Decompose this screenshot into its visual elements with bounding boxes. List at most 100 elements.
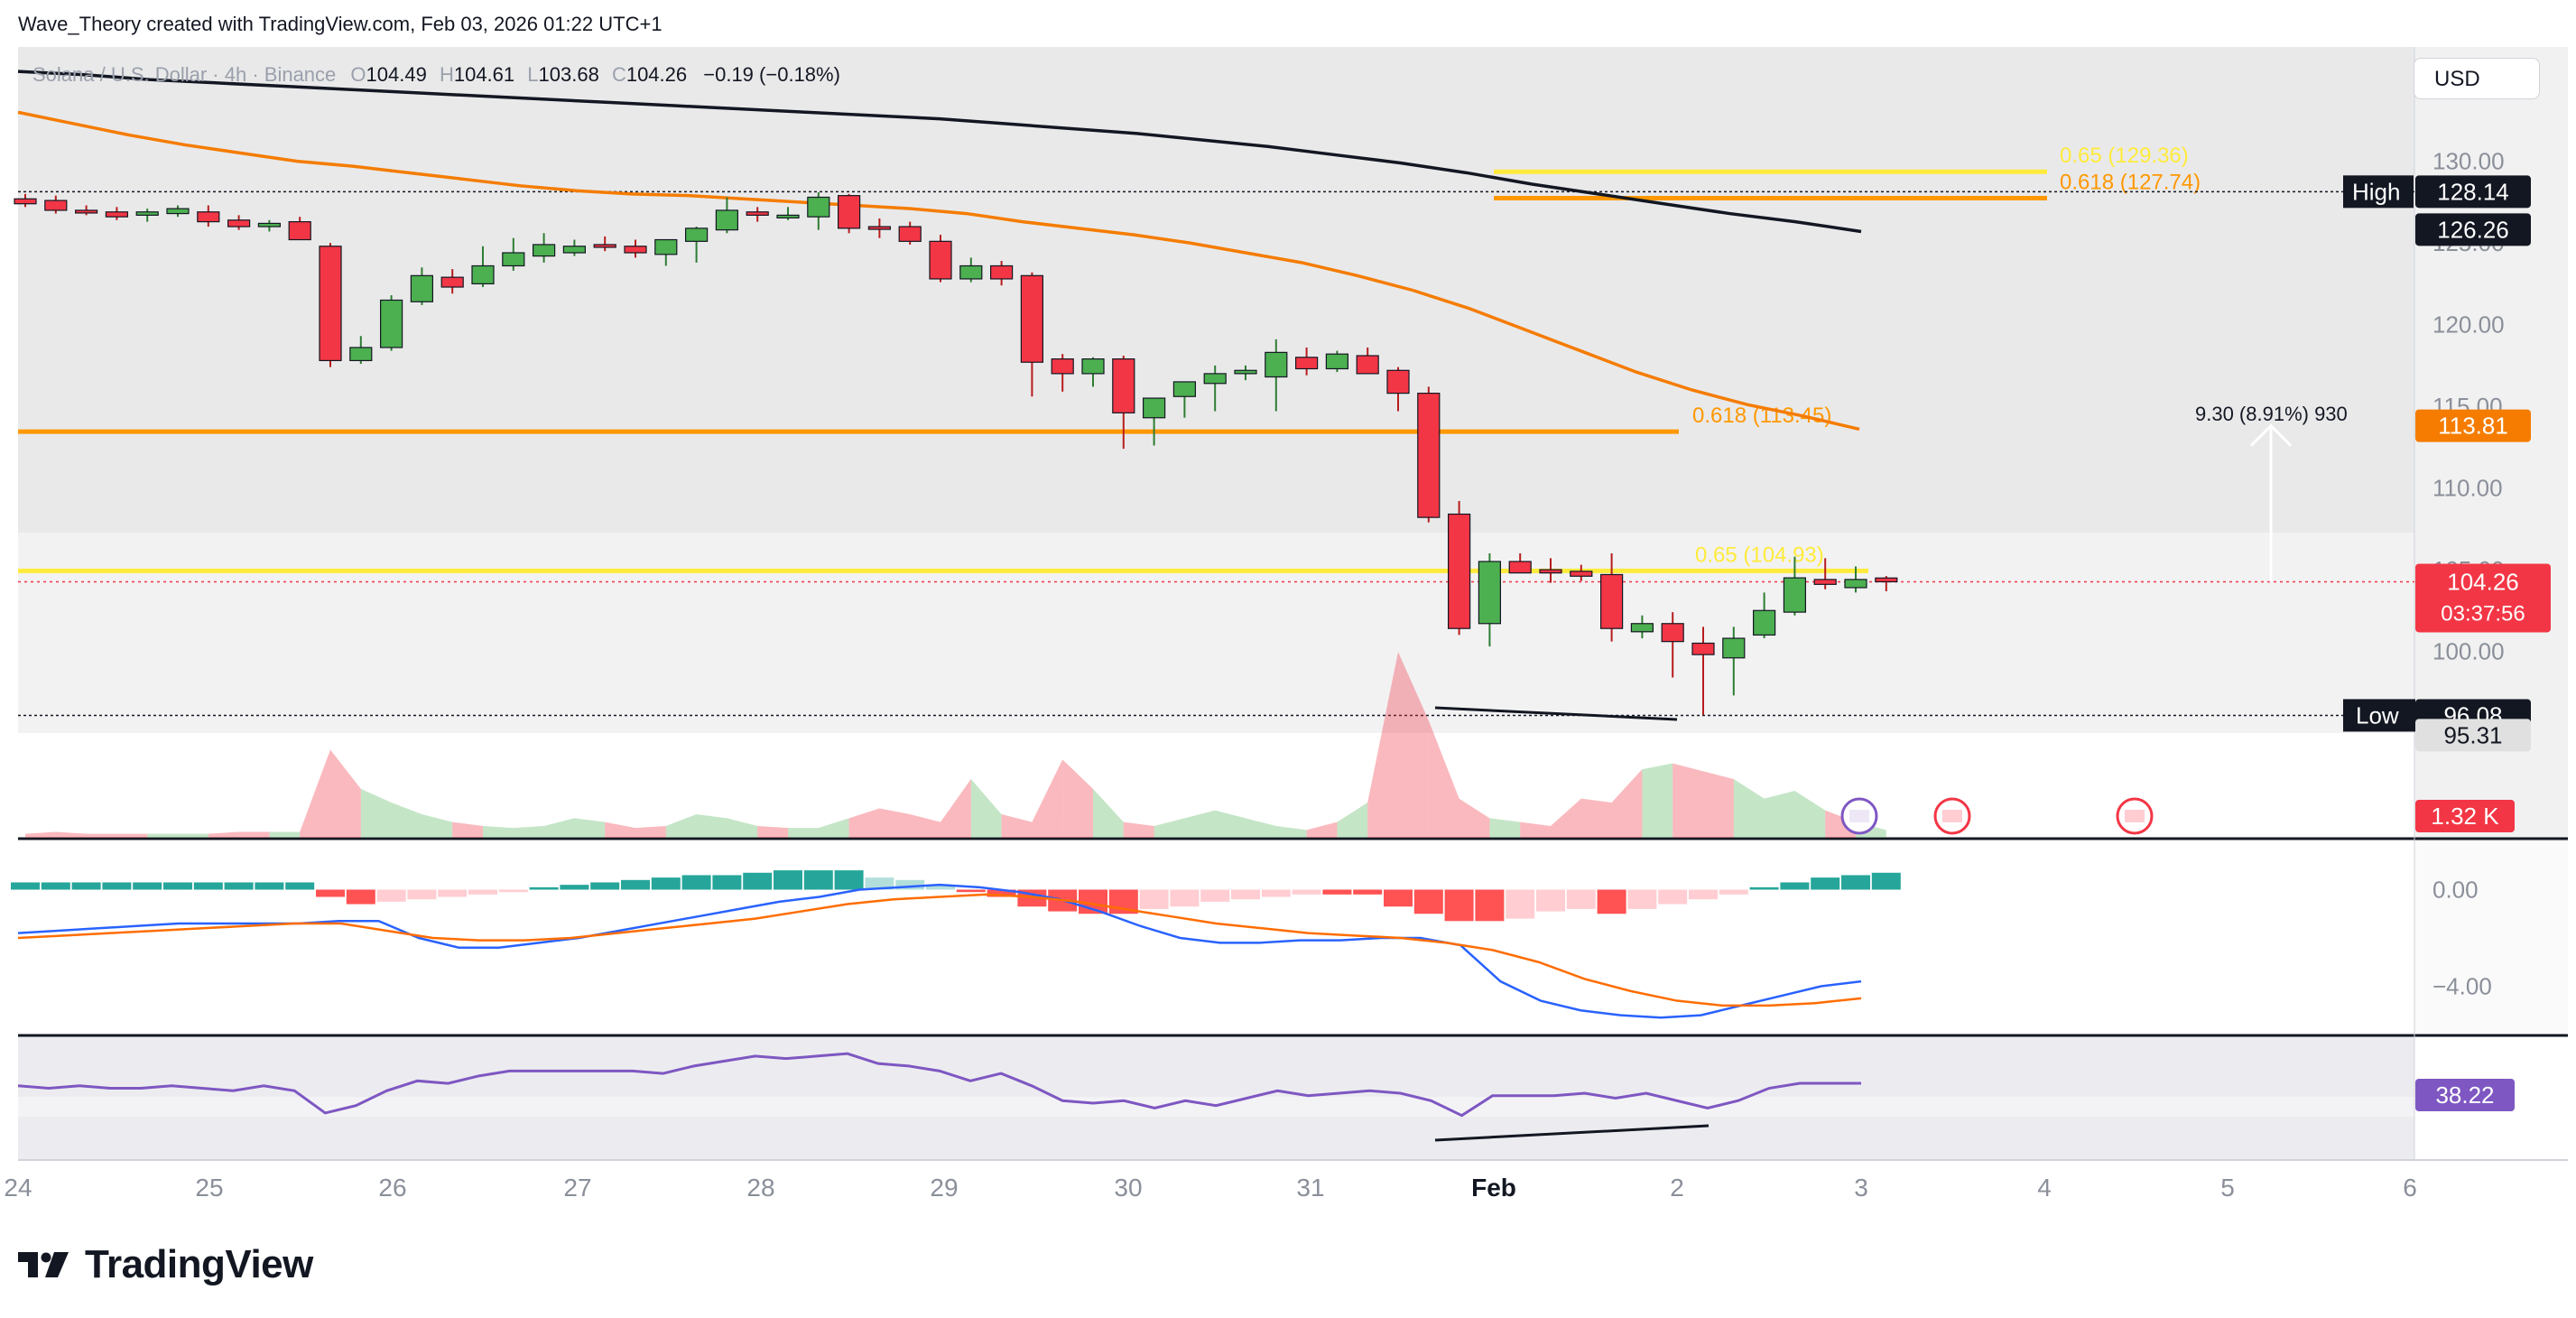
macd-histogram-bar [1231, 889, 1260, 900]
macd-histogram-bar [1475, 889, 1505, 922]
legend-high-label: H [439, 63, 454, 86]
candle-body [989, 265, 1014, 280]
volume-area-segment [879, 808, 911, 838]
candle-body [1112, 358, 1135, 413]
candle-body [1172, 381, 1197, 397]
macd-histogram-bar [1597, 889, 1626, 914]
time-axis-label: 27 [563, 1174, 591, 1202]
volume-area-segment [757, 826, 788, 838]
candle-body [166, 208, 190, 215]
time-axis-label: 29 [930, 1174, 958, 1202]
macd-histogram-bar [1658, 889, 1688, 905]
candle-body [1783, 577, 1807, 613]
candle-body [959, 265, 983, 280]
legend-low-value: 103.68 [538, 63, 599, 86]
volume-area-segment [696, 814, 727, 838]
macd-histogram-bar [1506, 889, 1535, 919]
last-close-price-label-background [2415, 719, 2531, 752]
time-axis-label: 31 [1296, 1174, 1324, 1202]
macd-histogram-bar [316, 889, 345, 897]
macd-histogram-bar [71, 882, 101, 890]
candle-body [867, 226, 892, 230]
volume-area-segment [1580, 798, 1612, 838]
tradingview-wordmark: TradingView [85, 1242, 313, 1286]
candle-body [1722, 637, 1746, 659]
volume-area-segment [86, 833, 117, 838]
candle-body [837, 195, 861, 229]
candle-body [1325, 353, 1349, 370]
candle-body [1813, 579, 1837, 585]
candle-body [1478, 561, 1502, 625]
candle-body [1447, 513, 1471, 629]
macd-histogram-bar [133, 882, 162, 890]
rsi-value-label: 38.22 [2435, 1081, 2494, 1109]
macd-histogram-bar [1413, 889, 1443, 914]
candle-body [807, 196, 830, 218]
last-price-label: 104.26 [2447, 568, 2519, 595]
tradingview-logo-icon [18, 1252, 69, 1277]
volume-value-label-background [2415, 800, 2515, 832]
time-axis-label: 28 [746, 1174, 774, 1202]
macd-histogram-bar [1780, 882, 1810, 890]
volume-area-segment [1428, 720, 1459, 838]
ema-fast-price-label: 113.81 [2438, 413, 2508, 440]
price-tick-label: 120.00 [2432, 311, 2505, 339]
measure-label: 9.30 (8.91%) 930 [2195, 403, 2348, 425]
macd-histogram-bar [407, 889, 437, 900]
macd-histogram-bar [1353, 889, 1383, 895]
volume-area-segment [1306, 821, 1338, 838]
divergence-line-rsi [1434, 1124, 1710, 1142]
macd-histogram-bar [1689, 889, 1718, 900]
volume-area-segment [330, 749, 361, 838]
volume-area-segment [116, 833, 148, 838]
macd-histogram-bar [743, 872, 773, 890]
macd-histogram-bar [590, 882, 620, 890]
candle-body [440, 276, 464, 288]
candle-body [1875, 577, 1898, 583]
currency-button[interactable]: USD [2414, 58, 2540, 99]
macd-histogram-bar [255, 882, 284, 890]
legend-symbol[interactable]: Solana / U.S. Dollar · 4h · Binance [32, 63, 337, 86]
macd-histogram-bar [834, 870, 864, 890]
volume-area-segment [1154, 818, 1185, 838]
macd-histogram-bar [956, 889, 986, 893]
price-pane-lower-band [18, 533, 2414, 733]
candle-body [654, 238, 678, 255]
candle-body [593, 244, 616, 248]
volume-area-segment [1642, 763, 1673, 838]
volume-area-segment [970, 779, 1002, 838]
volume-area-segment [1764, 791, 1795, 838]
volume-area-segment [1703, 771, 1734, 838]
volume-area-segment [665, 814, 697, 838]
candle-body [227, 219, 251, 227]
volume-area-segment [1123, 821, 1154, 838]
volume-area-segment [1062, 759, 1093, 838]
volume-area-segment [25, 831, 56, 838]
volume-area-segment [1001, 814, 1033, 838]
fib-level-label: 0.618 (127.74) [2060, 171, 2201, 195]
tradingview-brand[interactable]: TradingView [18, 1242, 313, 1287]
candle-body [135, 211, 159, 216]
macd-histogram-bar [1292, 889, 1321, 895]
candle-body [319, 246, 342, 362]
candle-body [1844, 579, 1867, 589]
time-axis-label: 4 [2037, 1174, 2052, 1202]
candle-body [1661, 623, 1684, 643]
macd-histogram-bar [1811, 877, 1840, 890]
volume-area-segment [1032, 759, 1063, 838]
macd-histogram-bar [621, 879, 650, 890]
volume-area-segment [238, 831, 270, 838]
candle-body [1203, 373, 1227, 385]
candle-body [715, 209, 739, 231]
measure-arrow-head [2249, 423, 2293, 447]
time-axis-label: 25 [195, 1174, 223, 1202]
candle-body [349, 347, 373, 362]
volume-area-segment [1673, 763, 1703, 838]
candle-body [1081, 358, 1105, 375]
volume-area-segment [178, 833, 208, 838]
legend-change: −0.19 (−0.18%) [703, 63, 840, 86]
fib-level-label: 0.65 (129.36) [2060, 144, 2189, 168]
candle-body [1599, 573, 1624, 629]
volume-area-segment [147, 833, 178, 838]
